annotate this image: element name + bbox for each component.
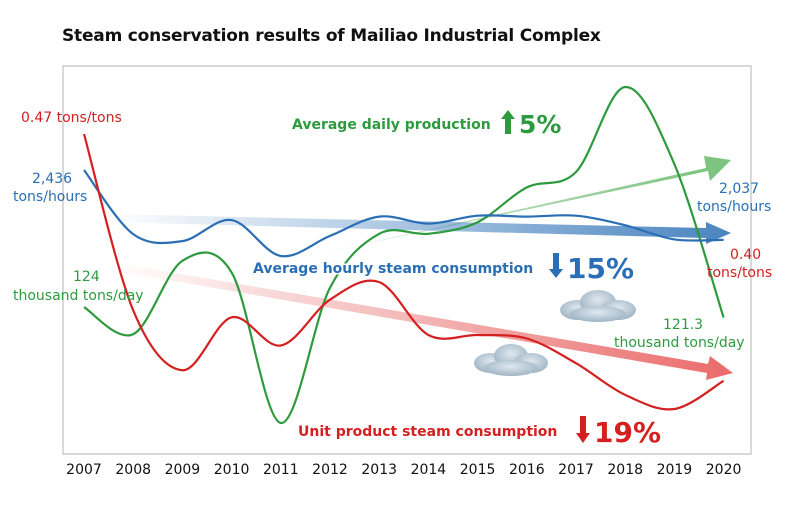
red-start-label: 0.47 tons/tons: [21, 110, 122, 126]
red-end-value: 0.40: [730, 247, 761, 263]
x-tick-label: 2013: [361, 462, 397, 478]
x-tick-label: 2017: [558, 462, 594, 478]
endpoint-labels: 0.47 tons/tons 2,436 tons/hours 124 thou…: [13, 110, 772, 351]
blue-end-value: 2,037: [719, 181, 759, 197]
x-axis-ticks: 2007 2008 2009 2010 2011 2012 2013 2014 2015 2016…: [66, 462, 741, 478]
green-end-unit: thousand tons/day: [614, 335, 745, 351]
red-trend-percent: 19%: [594, 416, 661, 449]
red-trend-label: Unit product steam consumption: [298, 424, 557, 440]
x-tick-label: 2008: [115, 462, 151, 478]
trend-arrows: [110, 156, 733, 380]
trend-annotations: Average daily production 5% Average hour…: [252, 109, 663, 451]
red-trend-arrow: [110, 262, 733, 380]
blue-trend-label: Average hourly steam consumption: [253, 261, 533, 277]
blue-end-unit: tons/hours: [697, 199, 771, 215]
x-tick-label: 2020: [706, 462, 742, 478]
x-tick-label: 2011: [263, 462, 299, 478]
series-line-average-daily-production: [83, 85, 725, 425]
green-start-value: 124: [73, 269, 100, 285]
chart-title: Steam conservation results of Mailiao In…: [62, 26, 601, 46]
series-line-average-hourly-steam-consumption: [83, 169, 724, 258]
arrow-up-icon: [501, 110, 515, 134]
series-lines: [82, 85, 725, 425]
x-tick-label: 2019: [657, 462, 693, 478]
x-tick-label: 2016: [509, 462, 545, 478]
blue-start-unit: tons/hours: [13, 189, 87, 205]
x-tick-label: 2018: [607, 462, 643, 478]
green-start-unit: thousand tons/day: [13, 288, 144, 304]
cloud-icon: [474, 344, 548, 376]
blue-start-value: 2,436: [32, 171, 72, 187]
x-tick-label: 2014: [411, 462, 447, 478]
x-tick-label: 2012: [312, 462, 348, 478]
x-tick-label: 2009: [165, 462, 201, 478]
red-end-unit: tons/tons: [707, 265, 772, 281]
plot-frame: [62, 65, 752, 455]
cloud-icon: [560, 290, 636, 322]
green-trend-label: Average daily production: [292, 117, 491, 133]
arrow-down-icon: [576, 416, 590, 443]
x-tick-label: 2010: [214, 462, 250, 478]
x-tick-label: 2015: [460, 462, 496, 478]
green-end-value: 121.3: [663, 317, 703, 333]
green-trend-percent: 5%: [519, 110, 561, 139]
arrow-down-icon: [549, 253, 563, 278]
x-tick-label: 2007: [66, 462, 102, 478]
blue-trend-percent: 15%: [567, 252, 634, 285]
blue-trend-arrow: [110, 214, 731, 244]
